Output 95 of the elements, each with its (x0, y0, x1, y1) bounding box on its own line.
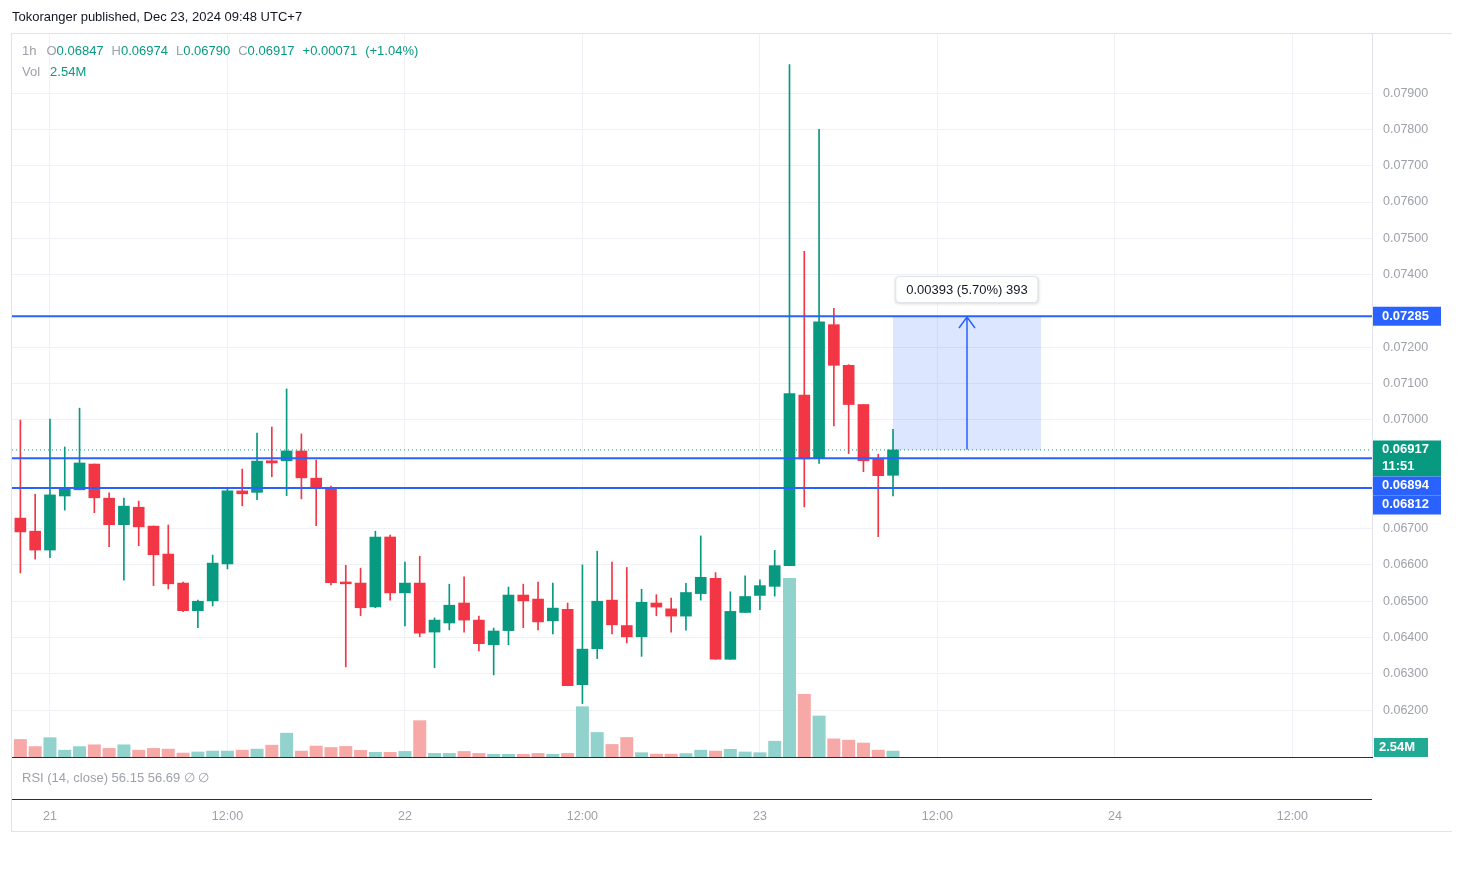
text: 2.54M (1379, 739, 1416, 755)
y-tick-label: 0.06700 (1383, 521, 1429, 536)
bar (487, 753, 501, 757)
bar (679, 753, 693, 757)
bar (871, 749, 885, 757)
bar (294, 750, 308, 757)
bar (250, 748, 264, 757)
y-tick-label: 0.07100 (1383, 375, 1429, 390)
x-tick-label: 12:00 (211, 808, 244, 823)
bar (590, 732, 604, 757)
bar (664, 753, 678, 757)
ref-line-label: 0.07285 (1382, 307, 1429, 323)
bar (768, 740, 782, 757)
bar (368, 751, 382, 757)
text: Tokoranger published, Dec 23, 2024 09:48 UTC+7 (12, 9, 303, 24)
bar (13, 739, 27, 757)
y-tick-label: 0.07400 (1383, 267, 1429, 282)
y-tick-label: 0.06300 (1383, 666, 1429, 681)
candlestick (517, 583, 530, 629)
annotation: 0.00393 (5.70%) 393 (895, 276, 1039, 304)
y-tick-label: 0.06400 (1383, 629, 1429, 644)
bar (428, 753, 442, 757)
bar (354, 750, 368, 757)
y-tick-label: 0.07200 (1383, 339, 1429, 354)
bar (856, 742, 870, 757)
bar (516, 753, 530, 757)
bar (339, 746, 353, 757)
y-tick-label: 0.07500 (1383, 230, 1429, 245)
bar (280, 732, 294, 757)
bar (176, 752, 190, 757)
bar (43, 737, 57, 757)
ref-line-label: 0.06917 11:51 (1382, 441, 1429, 474)
bar (842, 739, 856, 757)
bar (117, 744, 131, 757)
y-tick-label: 0.07000 (1383, 412, 1429, 427)
bar (561, 753, 575, 757)
bar (191, 751, 205, 757)
bar (87, 744, 101, 757)
bar (147, 748, 160, 757)
bar (531, 753, 545, 757)
bar (635, 752, 649, 757)
bar (886, 750, 900, 757)
candlestick (620, 567, 633, 644)
bar (73, 746, 87, 757)
y-tick-label: 0.07900 (1383, 85, 1429, 100)
candlestick (872, 453, 885, 537)
bar (102, 748, 116, 757)
bar (132, 749, 146, 757)
x-tick-label: 12:00 (566, 808, 599, 823)
x-tick-label: 12:00 (921, 808, 954, 823)
bar (413, 720, 427, 757)
candlestick (265, 426, 278, 478)
bar (58, 749, 72, 757)
bar (827, 738, 841, 757)
annotation: 2.54M (50, 64, 87, 79)
y-tick-label: 0.07700 (1383, 158, 1429, 173)
candlestick (118, 497, 130, 581)
y-tick-label: 0.06200 (1383, 702, 1429, 717)
x-tick-label: 23 (752, 808, 767, 823)
y-tick-label: 0.06600 (1383, 557, 1429, 572)
bar (575, 706, 589, 757)
chart-title: Vol (22, 64, 41, 79)
text: RSI (14, close) 56.15 56.69 ∅ ∅ (22, 770, 210, 785)
text: 1h (22, 43, 37, 58)
y-tick-label: 0.07800 (1383, 121, 1429, 136)
text: O0.06847 H0.06974 L0.06790 C0.06917 +0.00071 (+1.04%) (46, 43, 419, 58)
x-tick-label: 21 (43, 808, 57, 823)
candlestick (665, 597, 677, 633)
y-tick-label: 0.06500 (1383, 593, 1429, 608)
bar (723, 748, 737, 757)
bar (709, 750, 723, 757)
bar (783, 578, 796, 757)
bar (161, 748, 175, 757)
bar (546, 753, 560, 757)
bar (501, 753, 515, 757)
bar (694, 749, 708, 757)
candlestick (399, 561, 411, 627)
bar (220, 750, 234, 757)
ref-line-label: 0.06812 (1382, 496, 1429, 512)
y-tick-label: 0.07600 (1383, 194, 1429, 209)
x-tick-label: 24 (1107, 808, 1122, 823)
candlestick (310, 459, 323, 527)
x-tick-label: 12:00 (1276, 808, 1309, 823)
bar (398, 751, 412, 757)
x-tick-label: 22 (397, 808, 412, 823)
bar (812, 715, 826, 757)
bar (649, 753, 663, 757)
bar (28, 746, 42, 757)
ref-line-label: 0.06894 (1382, 477, 1430, 493)
bar (442, 753, 456, 757)
bar (797, 693, 811, 757)
bar (206, 750, 220, 757)
bar (265, 744, 279, 757)
bar (383, 751, 397, 757)
bar (235, 749, 249, 757)
